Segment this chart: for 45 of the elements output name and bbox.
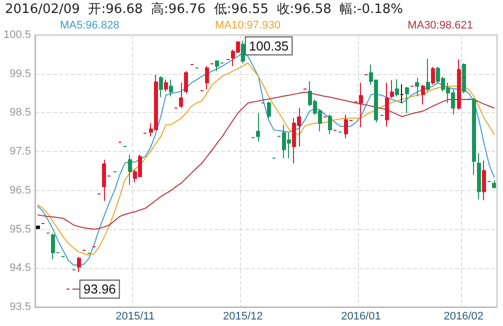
annotation: 93.96 — [83, 282, 116, 297]
candlestick — [256, 112, 260, 142]
y-tick-label: 96.5 — [10, 184, 31, 196]
y-tick-label: 98.5 — [10, 106, 31, 119]
y-tick-label: 99.5 — [10, 68, 31, 80]
text: MA10:97.930 — [215, 20, 280, 32]
candlestick — [164, 79, 168, 92]
x-tick-label: 2016/01 — [341, 310, 381, 322]
candlestick — [328, 114, 332, 135]
y-tick-label: 97.5 — [10, 146, 31, 158]
text: MA30:98.621 — [408, 20, 473, 32]
y-tick-label: 94.5 — [10, 262, 31, 274]
candlestick — [431, 66, 435, 86]
chart-title: 2016/02/09 开:96.68 高:96.76 低:96.55 收:96.58 幅:-0.18% — [5, 1, 404, 17]
candlestick — [179, 82, 183, 109]
candlestick — [421, 84, 425, 106]
y-tick-label: 93.5 — [10, 301, 31, 313]
candlestick — [492, 180, 496, 189]
candlestick — [482, 160, 486, 201]
candlestick — [415, 77, 419, 97]
candlestick — [77, 256, 81, 273]
candlestick — [395, 78, 399, 97]
candlestick — [169, 79, 173, 97]
candlestick — [477, 152, 481, 200]
candlestick — [390, 80, 394, 98]
candlestick — [267, 100, 271, 119]
candlestick — [462, 62, 466, 94]
candlestick — [36, 226, 40, 230]
candlestick — [205, 66, 209, 90]
line-series — [37, 92, 495, 230]
y-tick-label: 100.5 — [3, 29, 31, 41]
x-tick-label: 2015/12 — [223, 310, 263, 322]
text: MA5:96.828 — [60, 20, 120, 32]
y-tick-label: 95.5 — [10, 223, 31, 236]
candlestick — [241, 40, 245, 64]
candlestick — [128, 154, 132, 186]
x-tick-label: 2015/11 — [116, 310, 155, 322]
annotation: 100.35 — [248, 38, 289, 54]
candlestick — [400, 84, 404, 104]
candlestick — [159, 76, 163, 98]
candlestick — [405, 86, 409, 114]
candlestick — [184, 70, 188, 94]
x-tick-label: 2016/02 — [444, 310, 484, 322]
candlestick — [426, 58, 430, 92]
candlestick — [457, 58, 461, 110]
